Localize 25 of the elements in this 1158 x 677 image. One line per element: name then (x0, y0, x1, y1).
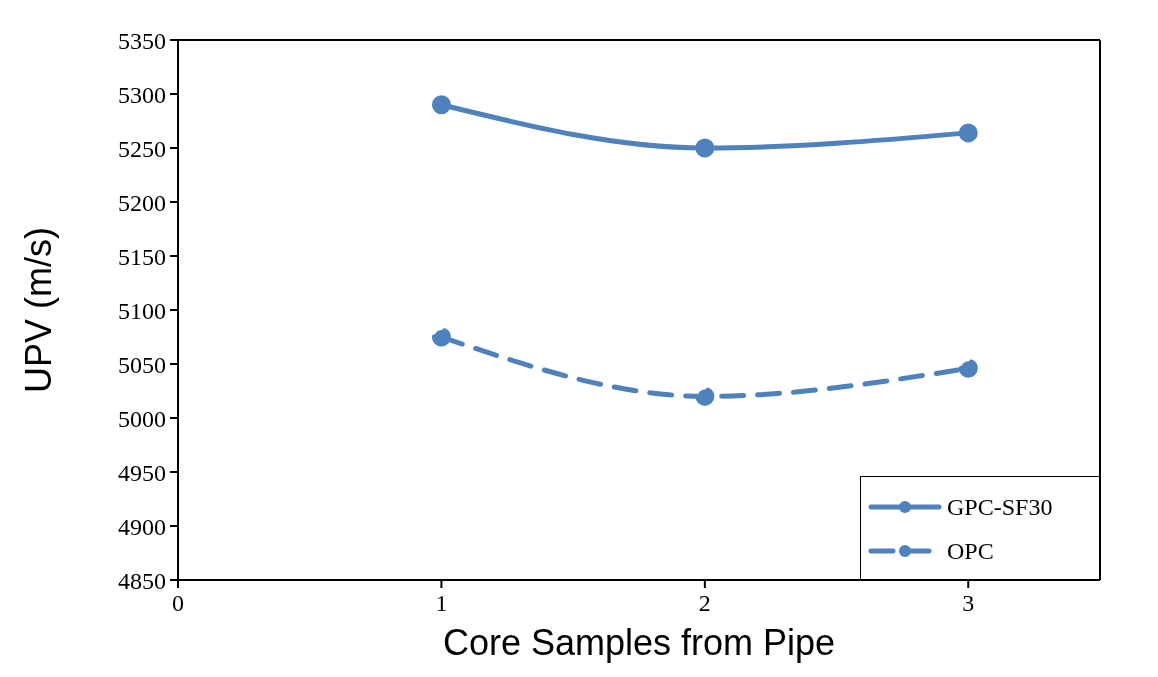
y-tick-label: 5300 (118, 81, 166, 108)
x-tick-label: 2 (698, 590, 711, 617)
point (958, 123, 978, 143)
y-tick-label: 5350 (118, 27, 166, 54)
x-tick-label: 0 (172, 590, 184, 617)
y-tick-label: 5200 (118, 189, 166, 216)
y-tick-label: 5250 (118, 135, 166, 162)
y-tick-label: 5050 (118, 351, 166, 378)
y-axis-title: UPV (m/s) (17, 227, 59, 393)
y-tick-label: 4850 (118, 567, 166, 594)
point (958, 358, 978, 378)
x-tick-label: 1 (435, 590, 448, 617)
legend-label: OPC (947, 537, 994, 565)
y-tick-label: 5100 (118, 297, 166, 324)
legend-label: GPC-SF30 (947, 493, 1053, 521)
point (695, 138, 715, 158)
point (695, 386, 715, 406)
point (431, 327, 451, 347)
x-tick-label: 3 (962, 590, 975, 617)
y-tick-label: 4950 (118, 459, 166, 486)
y-tick-label: 5000 (118, 405, 166, 432)
y-tick-label: 5150 (118, 243, 166, 270)
x-axis-title: Core Samples from Pipe (442, 622, 836, 663)
y-tick-label: 4900 (118, 513, 166, 540)
point (431, 95, 451, 115)
